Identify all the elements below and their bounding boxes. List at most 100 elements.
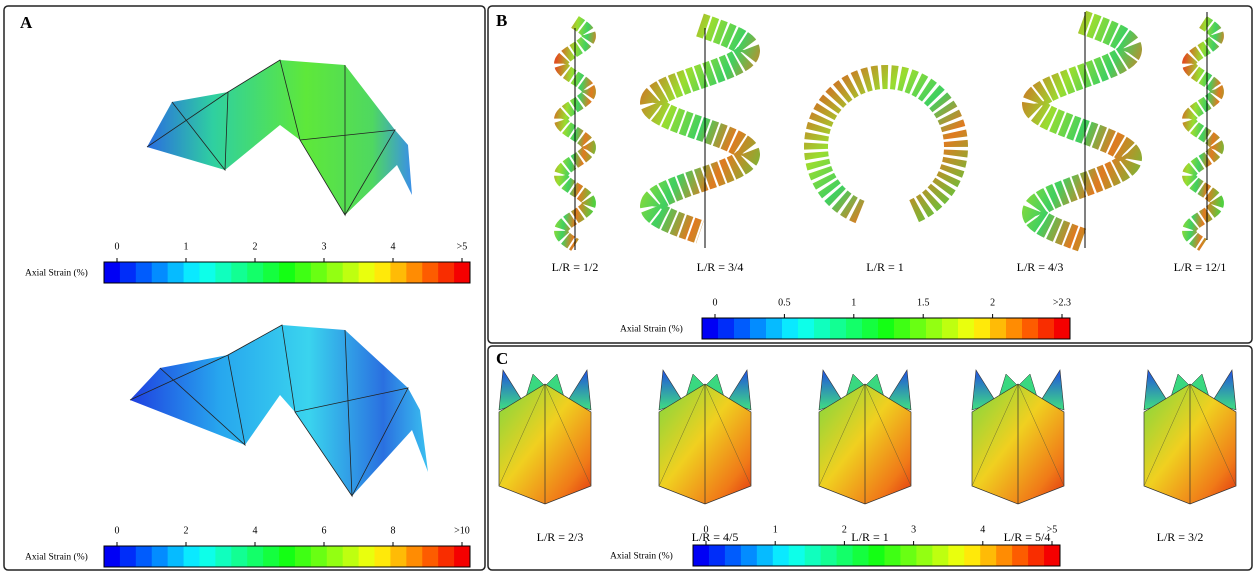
caption: L/R = 3/4	[697, 260, 744, 274]
color-segment	[996, 545, 1012, 566]
color-segment	[199, 546, 215, 567]
color-segment	[853, 545, 869, 566]
panel-label: B	[496, 11, 507, 30]
colorbar-tick-label: 3	[322, 241, 327, 252]
colorbar-tick-label: 2	[990, 297, 995, 308]
colorbar-tick-label: 1	[773, 524, 778, 535]
caption: L/R = 1	[851, 530, 888, 544]
color-segment	[718, 318, 735, 339]
fold-shape	[972, 370, 1064, 504]
color-segment	[1054, 318, 1071, 339]
color-segment	[1044, 545, 1060, 566]
caption: L/R = 2/3	[537, 530, 584, 544]
color-segment	[454, 546, 470, 567]
colorbar-tick-label: 0	[713, 297, 718, 308]
fold-shape	[819, 370, 911, 504]
color-segment	[821, 545, 837, 566]
color-segment	[900, 545, 916, 566]
color-segment	[1006, 318, 1023, 339]
color-segment	[894, 318, 911, 339]
color-segment	[948, 545, 964, 566]
colorbar-tick-label: 1	[184, 241, 189, 252]
color-segment	[750, 318, 767, 339]
color-segment	[136, 546, 152, 567]
color-segment	[1022, 318, 1039, 339]
color-segment	[375, 546, 391, 567]
panel-label: C	[496, 349, 508, 368]
colorbar-title: Axial Strain (%)	[610, 551, 673, 562]
colorbar-tick-label: 0	[115, 525, 120, 536]
color-segment	[136, 262, 152, 283]
color-segment	[406, 262, 422, 283]
caption: L/R = 12/1	[1174, 260, 1227, 274]
color-segment	[869, 545, 885, 566]
caption: L/R = 1	[866, 260, 903, 274]
colorbar-tick-label: 3	[911, 524, 916, 535]
color-segment	[910, 318, 927, 339]
color-segment	[916, 545, 932, 566]
color-segment	[327, 262, 343, 283]
caption: L/R = 4/3	[1017, 260, 1064, 274]
color-segment	[1038, 318, 1055, 339]
colorbar-tick-label: 2	[253, 241, 258, 252]
panel-label: A	[20, 13, 33, 32]
color-segment	[438, 262, 454, 283]
color-segment	[926, 318, 943, 339]
color-segment	[438, 546, 454, 567]
colorbar-tick-label: >5	[457, 241, 468, 252]
colorbar-title: Axial Strain (%)	[25, 552, 88, 563]
color-segment	[168, 262, 184, 283]
color-segment	[279, 262, 295, 283]
color-segment	[311, 262, 327, 283]
colorbar-tick-label: 4	[980, 524, 985, 535]
colorbar-tick-label: 1.5	[917, 297, 930, 308]
color-segment	[964, 545, 980, 566]
color-segment	[311, 546, 327, 567]
color-segment	[120, 262, 136, 283]
color-segment	[215, 546, 231, 567]
color-segment	[104, 546, 120, 567]
color-segment	[990, 318, 1007, 339]
color-segment	[295, 546, 311, 567]
colorbar-tick-label: 4	[253, 525, 258, 536]
figure: A B C Axial Strain (%) 0 1 2 3 4 >5 Axial Strai…	[0, 0, 1255, 572]
color-segment	[846, 318, 863, 339]
color-segment	[741, 545, 757, 566]
caption: L/R = 5/4	[1004, 530, 1051, 544]
color-segment	[884, 545, 900, 566]
color-segment	[734, 318, 751, 339]
color-segment	[184, 546, 200, 567]
color-segment	[359, 546, 375, 567]
color-segment	[422, 546, 438, 567]
colorbar-tick-label: 2	[842, 524, 847, 535]
color-segment	[327, 546, 343, 567]
color-segment	[830, 318, 847, 339]
color-segment	[263, 546, 279, 567]
color-segment	[814, 318, 831, 339]
color-segment	[805, 545, 821, 566]
fold-shape	[1144, 370, 1236, 504]
color-segment	[878, 318, 895, 339]
color-segment	[1012, 545, 1028, 566]
color-segment	[390, 546, 406, 567]
color-segment	[390, 262, 406, 283]
color-segment	[406, 546, 422, 567]
colorbar-tick-label: >10	[454, 525, 470, 536]
color-segment	[215, 262, 231, 283]
color-segment	[375, 262, 391, 283]
color-segment	[932, 545, 948, 566]
color-segment	[454, 262, 470, 283]
color-segment	[974, 318, 991, 339]
color-segment	[199, 262, 215, 283]
color-segment	[798, 318, 815, 339]
color-segment	[766, 318, 783, 339]
color-segment	[168, 546, 184, 567]
color-segment	[709, 545, 725, 566]
color-segment	[152, 262, 168, 283]
color-segment	[247, 262, 263, 283]
fold-shape	[499, 370, 591, 504]
color-segment	[862, 318, 879, 339]
color-segment	[120, 546, 136, 567]
color-segment	[782, 318, 799, 339]
color-segment	[343, 262, 359, 283]
